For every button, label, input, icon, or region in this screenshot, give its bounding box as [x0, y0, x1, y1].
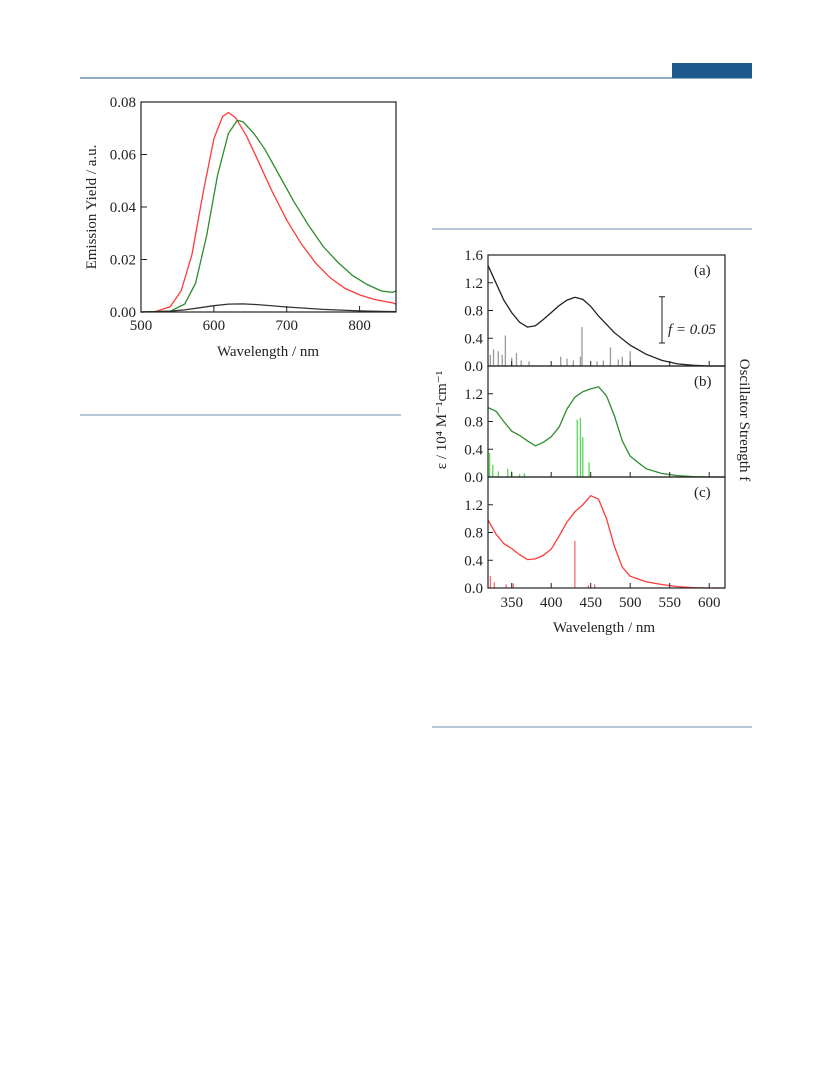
emission-series-1 [140, 119, 397, 313]
panel-a-absorption-curve [487, 265, 725, 367]
absorption-x-tick-label: 550 [658, 595, 681, 611]
oscillator-scale-bar: f = 0.05 [659, 296, 717, 344]
emission-plot-data [140, 111, 397, 313]
absorption-chart: 0.0 0.4 0.8 1.2 1.6 (a) 0.0 0.4 0.8 1.2 (b) 0.0… [434, 248, 752, 636]
panel-c-label: (c) [694, 485, 711, 501]
panel-a-label: (a) [694, 263, 711, 279]
panel-a-frame [487, 254, 726, 367]
panel-a-axes: 0.0 0.4 0.8 1.2 1.6 [464, 248, 710, 375]
emission-y-tick-label: 0.00 [110, 305, 136, 321]
panel-c-y-tick-label: 0.0 [464, 581, 483, 597]
emission-x-tick-label: 800 [348, 318, 371, 334]
absorption-x-tick-label: 500 [619, 595, 642, 611]
panel-b-y-tick-label: 0.0 [464, 470, 483, 486]
panel-c-frame [487, 476, 726, 589]
absorption-panel-b: 0.0 0.4 0.8 1.2 (b) [464, 365, 726, 486]
panel-b-absorption-curve [487, 386, 725, 478]
panel-c-y-tick-label: 0.8 [464, 526, 483, 542]
panel-c-y-tick-label: 0.4 [464, 553, 483, 569]
panel-a-y-tick-label: 1.2 [464, 276, 483, 292]
emission-plot-frame [140, 101, 397, 313]
emission-x-tick-label: 500 [130, 318, 153, 334]
absorption-x-tick-label: 400 [540, 595, 563, 611]
panel-a-y-tick-label: 0.0 [464, 359, 483, 375]
panel-a-y-tick-label: 1.6 [464, 248, 483, 264]
emission-x-tick-label: 600 [203, 318, 226, 334]
emission-x-tick-label: 700 [275, 318, 298, 334]
absorption-x-tick-label: 450 [579, 595, 602, 611]
emission-series-2 [140, 303, 397, 313]
scale-bar-label: f = 0.05 [668, 322, 717, 338]
panel-c-data [487, 494, 725, 589]
absorption-y-axis-title: ε / 10⁴ M⁻¹cm⁻¹ [434, 371, 450, 469]
panel-c-y-tick-label: 1.2 [464, 498, 483, 514]
emission-y-tick-label: 0.06 [110, 148, 137, 164]
panel-b-data [487, 386, 725, 478]
panel-c-absorption-curve [487, 494, 725, 589]
panel-c-axes: 0.0 0.4 0.8 1.2 [464, 498, 710, 597]
panel-b-y-tick-label: 0.4 [464, 442, 483, 458]
panel-b-y-tick-label: 0.8 [464, 415, 483, 431]
panel-b-frame [487, 365, 726, 478]
absorption-x-tick-label: 350 [500, 595, 523, 611]
panel-a-y-tick-label: 0.4 [464, 331, 483, 347]
panel-b-label: (b) [694, 374, 712, 390]
absorption-x-axis: 350 400 450 500 550 600 [500, 595, 720, 611]
absorption-x-axis-title: Wavelength / nm [553, 620, 655, 636]
emission-y-axis-title: Emission Yield / a.u. [84, 145, 100, 270]
absorption-right-axis-title: Oscillator Strength f [736, 359, 752, 481]
emission-series-0 [140, 111, 397, 313]
header-tab [672, 63, 752, 78]
emission-y-tick-label: 0.08 [110, 95, 136, 111]
panel-a-y-tick-label: 0.8 [464, 304, 483, 320]
panel-b-y-tick-label: 1.2 [464, 387, 483, 403]
panel-b-axes: 0.0 0.4 0.8 1.2 [464, 387, 710, 486]
absorption-panel-c: 0.0 0.4 0.8 1.2 (c) [464, 476, 726, 597]
emission-y-tick-label: 0.02 [110, 253, 136, 269]
emission-axes: 500 600 700 800 0.00 0.02 0.04 0.06 0.08 [110, 95, 371, 334]
emission-y-tick-label: 0.04 [110, 200, 137, 216]
emission-chart: 500 600 700 800 0.00 0.02 0.04 0.06 0.08 Wavelen… [84, 95, 397, 360]
emission-x-axis-title: Wavelength / nm [217, 344, 319, 360]
panel-a-data [487, 265, 725, 367]
absorption-x-tick-label: 600 [698, 595, 721, 611]
absorption-panel-a: 0.0 0.4 0.8 1.2 1.6 (a) [464, 248, 726, 375]
